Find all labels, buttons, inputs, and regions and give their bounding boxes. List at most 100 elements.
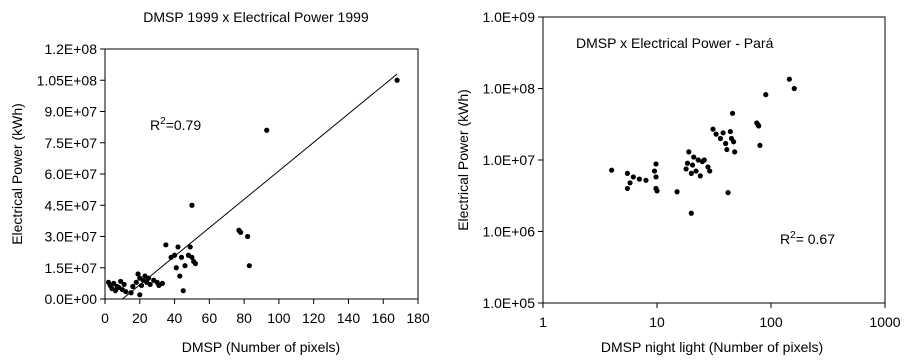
- data-point: [653, 161, 659, 167]
- data-point: [630, 174, 636, 180]
- data-point: [654, 188, 660, 194]
- x-tick-label: 160: [372, 310, 396, 326]
- data-point: [674, 189, 680, 195]
- x-tick-label: 10: [649, 314, 665, 330]
- data-point: [123, 289, 129, 295]
- data-point: [609, 167, 615, 173]
- data-point: [187, 244, 193, 250]
- chart-left-plot-frame: [104, 48, 419, 300]
- x-tick-label: 100: [759, 314, 783, 330]
- data-point: [720, 130, 726, 136]
- x-tick-label: 20: [132, 310, 148, 326]
- chart-right-x-axis: 1 10 100 1000: [539, 303, 901, 330]
- y-tick-label: 1.0E+08: [482, 81, 535, 97]
- data-point: [683, 166, 689, 172]
- x-tick-label: 60: [202, 310, 218, 326]
- x-tick-label: 1: [539, 314, 547, 330]
- data-point: [686, 149, 692, 155]
- data-point: [173, 265, 179, 271]
- chart-right-y-axis: 1.0E+05 1.0E+06 1.0E+07 1.0E+08 1.0E+09: [482, 9, 543, 311]
- data-point: [727, 128, 733, 135]
- data-point: [189, 254, 195, 260]
- chart-left: DMSP 1999 x Electrical Power 1999 0.0E+0…: [9, 9, 430, 355]
- data-point: [182, 263, 188, 269]
- data-point: [189, 202, 195, 208]
- data-point: [651, 168, 658, 174]
- chart-left-x-axis: 0 20 40 60 80 100 120 140 160 180: [101, 299, 430, 326]
- x-tick-label: 180: [406, 310, 430, 326]
- y-tick-label: 9.0E+07: [44, 104, 97, 120]
- data-point: [178, 254, 185, 260]
- data-point: [695, 157, 701, 163]
- chart-right-r2-annotation: R2= 0.67: [780, 230, 835, 247]
- r2-value: =0.79: [166, 117, 202, 133]
- r2-prefix: R: [780, 231, 790, 247]
- data-point: [717, 135, 724, 142]
- data-point: [180, 288, 186, 294]
- r2-superscript: 2: [790, 230, 796, 241]
- data-point: [688, 170, 694, 176]
- data-point: [624, 185, 631, 192]
- data-point: [121, 281, 127, 288]
- y-tick-label: 1.0E+05: [482, 295, 535, 311]
- data-point: [707, 168, 713, 174]
- x-tick-label: 140: [337, 310, 361, 326]
- data-point: [246, 263, 252, 269]
- y-tick-label: 4.5E+07: [44, 197, 97, 213]
- data-point: [138, 282, 145, 289]
- data-point: [627, 180, 633, 186]
- x-tick-label: 1000: [869, 314, 900, 330]
- data-point: [697, 173, 703, 179]
- data-point: [145, 275, 152, 281]
- data-point: [653, 174, 659, 180]
- y-tick-label: 6.0E+07: [44, 166, 97, 182]
- data-point: [756, 123, 762, 129]
- data-point: [691, 154, 697, 160]
- data-point: [724, 146, 730, 153]
- data-point: [159, 280, 165, 286]
- chart-right-plot-frame: [542, 16, 886, 304]
- r2-value: = 0.67: [796, 231, 836, 247]
- data-point: [130, 283, 136, 290]
- data-point: [636, 176, 642, 182]
- chart-left-y-label: Electrical Power (kWh): [9, 103, 25, 245]
- data-point: [786, 76, 792, 82]
- data-point: [244, 233, 251, 240]
- data-point: [192, 260, 199, 267]
- data-point: [729, 110, 736, 116]
- chart-right: DMSP x Electrical Power - Pará 1.0E+05 1.…: [455, 9, 901, 355]
- chart-right-x-label: DMSP night light (Number of pixels): [601, 339, 823, 355]
- y-tick-label: 1.05E+08: [37, 72, 98, 88]
- x-tick-label: 100: [267, 310, 291, 326]
- data-point: [710, 126, 716, 132]
- data-point: [118, 278, 124, 284]
- data-point: [394, 77, 400, 83]
- data-point: [112, 288, 119, 294]
- data-point: [725, 189, 731, 196]
- y-tick-label: 1.2E+08: [44, 41, 97, 57]
- chart-left-title: DMSP 1999 x Electrical Power 1999: [143, 9, 369, 25]
- y-tick-label: 1.5E+07: [44, 260, 97, 276]
- data-point: [757, 142, 763, 149]
- y-tick-label: 1.0E+07: [482, 152, 535, 168]
- data-point: [135, 271, 141, 277]
- data-point: [701, 157, 707, 163]
- data-point: [684, 160, 691, 166]
- data-point: [147, 281, 153, 288]
- data-point: [713, 131, 719, 137]
- data-point: [133, 279, 139, 285]
- data-point: [689, 162, 696, 168]
- y-tick-label: 1.0E+09: [482, 9, 535, 25]
- chart-right-points: [609, 76, 797, 216]
- chart-left-r2-annotation: R2=0.79: [150, 116, 201, 133]
- data-point: [264, 127, 270, 133]
- y-tick-label: 0.0E+00: [44, 291, 97, 307]
- data-point: [137, 292, 143, 298]
- chart-right-y-label: Electrical Power (kWh): [455, 89, 471, 231]
- data-point: [688, 210, 694, 216]
- chart-right-title: DMSP x Electrical Power - Pará: [576, 35, 774, 51]
- data-point: [705, 164, 711, 170]
- data-point: [693, 168, 699, 174]
- r2-prefix: R: [150, 117, 160, 133]
